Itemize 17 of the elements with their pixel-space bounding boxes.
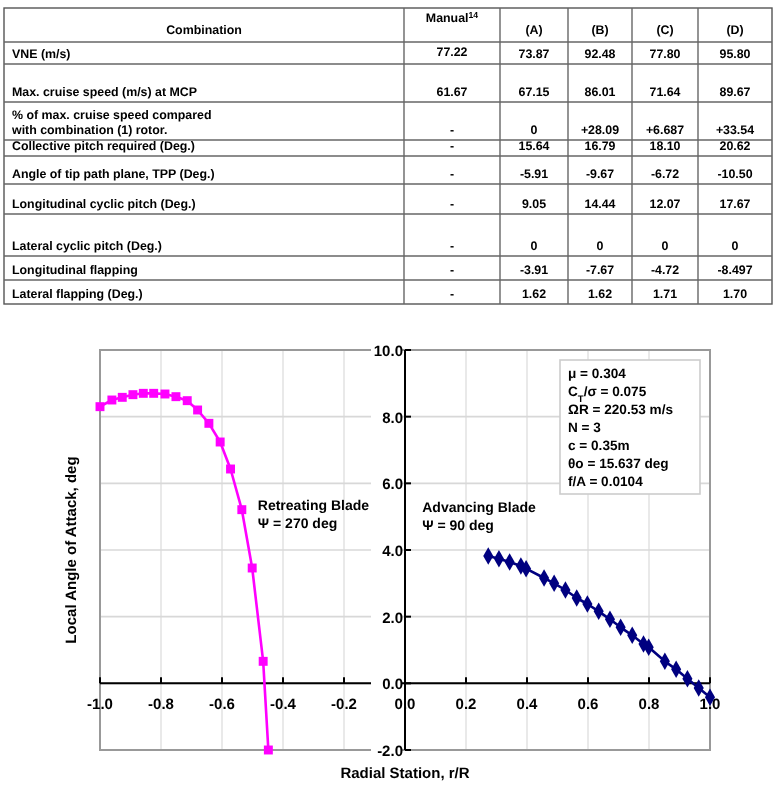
point [247, 563, 257, 573]
point [204, 418, 214, 428]
point [171, 392, 181, 402]
point [95, 402, 105, 412]
point [160, 389, 170, 399]
point [117, 392, 127, 402]
point [128, 390, 138, 400]
point [182, 396, 192, 406]
point [107, 395, 117, 405]
point [215, 437, 225, 447]
point [138, 388, 148, 398]
point [263, 745, 273, 755]
point [237, 505, 247, 515]
point [226, 464, 236, 474]
point [258, 656, 268, 666]
point [149, 388, 159, 398]
point [193, 405, 203, 415]
